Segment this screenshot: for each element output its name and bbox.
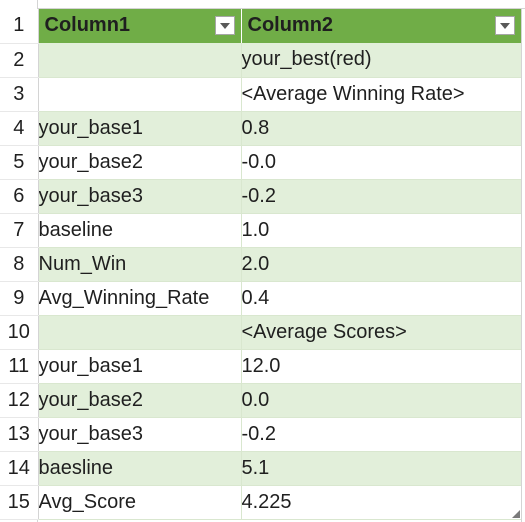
table-cell-column1[interactable]: your_base2 bbox=[38, 383, 242, 418]
table-resize-handle-icon[interactable] bbox=[512, 510, 520, 518]
row-number[interactable]: 15 bbox=[0, 485, 39, 520]
table-cell-column1[interactable] bbox=[38, 43, 242, 78]
table-cell-column1[interactable]: your_base1 bbox=[38, 349, 242, 384]
chevron-down-icon bbox=[499, 23, 510, 29]
table-row: 2 your_best(red) bbox=[0, 43, 522, 78]
table-cell-column1[interactable]: your_base3 bbox=[38, 417, 242, 452]
table-right-border bbox=[521, 9, 522, 522]
table-cell-column1[interactable]: Num_Win bbox=[38, 247, 242, 282]
row-number[interactable]: 13 bbox=[0, 417, 39, 452]
table-row: 14 baesline 5.1 bbox=[0, 451, 522, 486]
column-header-column1[interactable]: Column1 bbox=[38, 9, 242, 43]
chevron-down-icon bbox=[219, 23, 230, 29]
row-number[interactable]: 1 bbox=[0, 9, 39, 44]
row-number[interactable]: 2 bbox=[0, 43, 39, 78]
table-cell-column2[interactable]: -0.0 bbox=[241, 145, 522, 180]
table-row: 3 <Average Winning Rate> bbox=[0, 77, 522, 112]
row-number[interactable]: 9 bbox=[0, 281, 39, 316]
table-cell-column1[interactable]: Avg_Winning_Rate bbox=[38, 281, 242, 316]
table-row: 11 your_base1 12.0 bbox=[0, 349, 522, 384]
table-row: 12 your_base2 0.0 bbox=[0, 383, 522, 418]
row-number[interactable]: 5 bbox=[0, 145, 39, 180]
table-cell-column2[interactable]: -0.2 bbox=[241, 417, 522, 452]
header-row: 1 Column1 Column2 bbox=[0, 9, 522, 44]
column-header-column2[interactable]: Column2 bbox=[241, 9, 522, 43]
table-row: 7 baseline 1.0 bbox=[0, 213, 522, 248]
table-cell-column2[interactable]: -0.2 bbox=[241, 179, 522, 214]
table-row: 4 your_base1 0.8 bbox=[0, 111, 522, 146]
table-cell-column1[interactable]: baesline bbox=[38, 451, 242, 486]
row-number[interactable]: 6 bbox=[0, 179, 39, 214]
row-number[interactable]: 8 bbox=[0, 247, 39, 282]
filter-dropdown-button[interactable] bbox=[494, 16, 515, 35]
table-cell-column2[interactable]: 0.0 bbox=[241, 383, 522, 418]
filter-dropdown-button[interactable] bbox=[214, 16, 235, 35]
table-cell-column2[interactable]: 0.4 bbox=[241, 281, 522, 316]
table-cell-column1[interactable] bbox=[38, 315, 242, 350]
table-row: 9 Avg_Winning_Rate 0.4 bbox=[0, 281, 522, 316]
table-cell-column1[interactable]: baseline bbox=[38, 213, 242, 248]
row-number[interactable]: 3 bbox=[0, 77, 39, 112]
table-cell-column2[interactable]: <Average Winning Rate> bbox=[241, 77, 522, 112]
column-header-label: Column2 bbox=[247, 14, 334, 36]
table-row: 13 your_base3 -0.2 bbox=[0, 417, 522, 452]
row-number[interactable]: 12 bbox=[0, 383, 39, 418]
row-number[interactable]: 14 bbox=[0, 451, 39, 486]
table-row: 8 Num_Win 2.0 bbox=[0, 247, 522, 282]
column-header-label: Column1 bbox=[44, 14, 131, 36]
table-cell-column2[interactable]: 4.225 bbox=[241, 485, 522, 520]
table-row: 10 <Average Scores> bbox=[0, 315, 522, 350]
table-cell-column1[interactable]: your_base3 bbox=[38, 179, 242, 214]
table-cell-column2[interactable]: 5.1 bbox=[241, 451, 522, 486]
table-cell-column2[interactable]: 2.0 bbox=[241, 247, 522, 282]
table-cell-column1[interactable] bbox=[38, 77, 242, 112]
table-cell-column1[interactable]: Avg_Score bbox=[38, 485, 242, 520]
table-cell-column1[interactable]: your_base2 bbox=[38, 145, 242, 180]
table-row: 6 your_base3 -0.2 bbox=[0, 179, 522, 214]
table-cell-column2[interactable]: 1.0 bbox=[241, 213, 522, 248]
table-cell-column2[interactable]: 0.8 bbox=[241, 111, 522, 146]
table-cell-column1[interactable]: your_base1 bbox=[38, 111, 242, 146]
row-number[interactable]: 10 bbox=[0, 315, 39, 350]
data-table: 1 Column1 Column2 bbox=[0, 9, 522, 520]
row-number[interactable]: 4 bbox=[0, 111, 39, 146]
table-cell-column2[interactable]: <Average Scores> bbox=[241, 315, 522, 350]
table-row: 15 Avg_Score 4.225 bbox=[0, 485, 522, 520]
table-row: 5 your_base2 -0.0 bbox=[0, 145, 522, 180]
table-cell-column2[interactable]: your_best(red) bbox=[241, 43, 522, 78]
table-cell-column2[interactable]: 12.0 bbox=[241, 349, 522, 384]
top-edge bbox=[0, 0, 525, 9]
row-number[interactable]: 7 bbox=[0, 213, 39, 248]
row-number[interactable]: 11 bbox=[0, 349, 39, 384]
